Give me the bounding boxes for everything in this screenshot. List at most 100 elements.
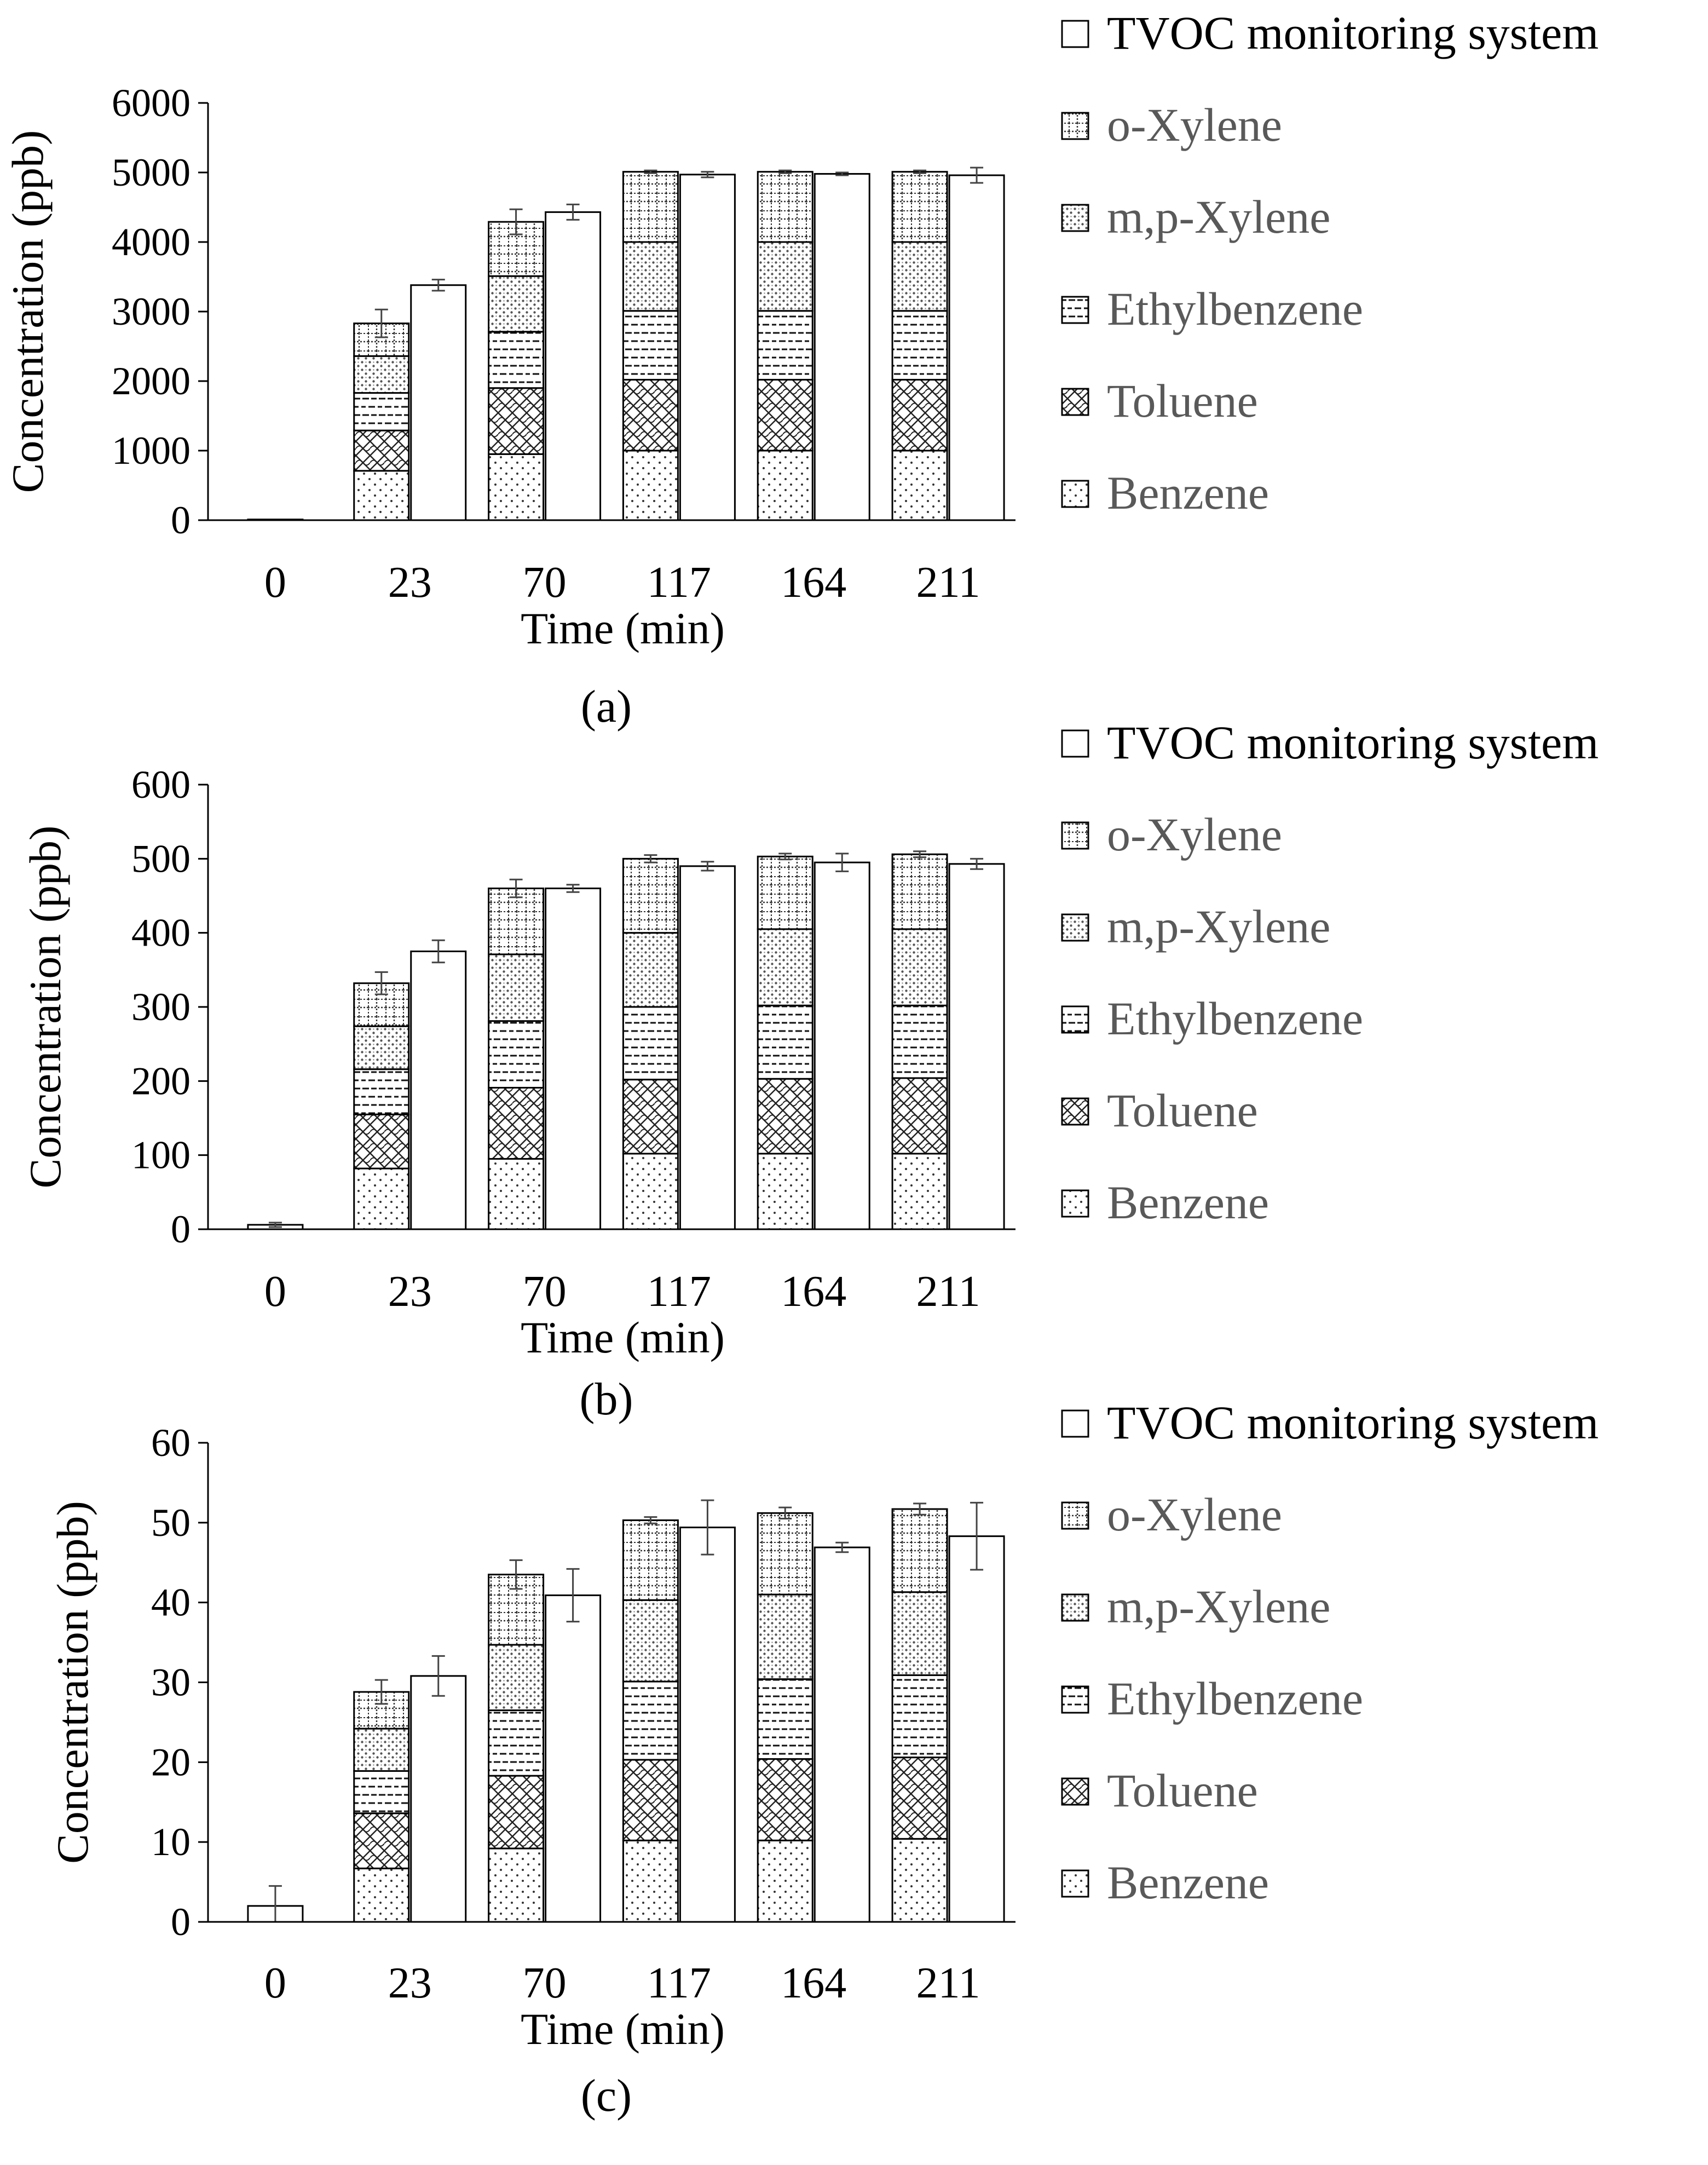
y-tick-label: 200: [131, 1059, 191, 1103]
legend-item-tvoc-monitoring-system: TVOC monitoring system: [1061, 7, 1599, 59]
bar-toluene-117: [622, 1079, 679, 1155]
bar-o-xylene-164: [757, 171, 813, 243]
x-tick-label: 23: [388, 558, 432, 607]
bar-ethylbenzene-211: [891, 1674, 948, 1759]
legend-label: m,p-Xylene: [1107, 900, 1330, 953]
y-tick-label: 5000: [112, 151, 191, 194]
legend-swatch: [1061, 296, 1089, 324]
legend-item-m-p-xylene: m,p-Xylene: [1061, 900, 1330, 953]
bar-tvoc-211: [948, 174, 1005, 521]
bar-ethylbenzene-164: [757, 1004, 813, 1080]
bar-toluene-70: [488, 387, 545, 455]
bar-m-p-xylene-164: [757, 241, 813, 312]
y-tick-label: 600: [131, 763, 191, 807]
bar-o-xylene-211: [891, 1508, 948, 1593]
bar-o-xylene-164: [757, 855, 813, 930]
x-tick-label: 0: [264, 1268, 286, 1316]
legend-item-m-p-xylene: m,p-Xylene: [1061, 191, 1330, 243]
legend-item-toluene: Toluene: [1061, 1084, 1258, 1137]
x-tick-label: 164: [781, 1959, 846, 2007]
legend-swatch: [1061, 1189, 1089, 1218]
bar-toluene-23: [353, 1113, 410, 1170]
bar-tvoc-211: [948, 863, 1005, 1230]
y-axis-title: Concentration (ppb): [48, 1501, 97, 1864]
bar-benzene-164: [757, 450, 813, 521]
legend: TVOC monitoring system o-Xylene m,p-Xylene…: [1061, 1396, 1599, 1909]
chart-panel-3: 0 10 20 30 40 50 60 Concentration (ppb) 0 23 70 117…: [48, 1396, 1599, 2121]
legend-label: o-Xylene: [1107, 808, 1282, 861]
y-tick-label: 2000: [112, 359, 191, 403]
bar-toluene-211: [891, 1077, 948, 1155]
bar-toluene-164: [757, 1758, 813, 1841]
legend-label: Benzene: [1107, 1856, 1269, 1909]
legend-item-toluene: Toluene: [1061, 375, 1258, 427]
chart-panel-2: 0 100 200 300 400 500 600 Concentration (ppb) 0 2…: [20, 716, 1599, 1425]
bar-benzene-211: [891, 450, 948, 521]
panel-label: (a): [581, 681, 632, 732]
legend-swatch: [1061, 480, 1089, 508]
y-tick-label: 30: [151, 1661, 191, 1705]
legend-item-benzene: Benzene: [1061, 1856, 1269, 1909]
bar-o-xylene-117: [622, 1519, 679, 1601]
bar-tvoc-164: [813, 173, 870, 521]
bar-tvoc-23: [410, 951, 467, 1230]
y-axis-title: Concentration (ppb): [3, 130, 53, 493]
x-tick-label: 211: [916, 558, 980, 607]
legend-label: Benzene: [1107, 467, 1269, 519]
legend-item-tvoc-monitoring-system: TVOC monitoring system: [1061, 716, 1599, 769]
bar-ethylbenzene-117: [622, 1006, 679, 1081]
bar-ethylbenzene-70: [488, 1020, 545, 1089]
panel-label: (c): [581, 2070, 632, 2121]
bar-tvoc-70: [545, 1594, 602, 1923]
legend-swatch: [1061, 1097, 1089, 1126]
bar-toluene-23: [353, 1812, 410, 1869]
bar-tvoc-23: [410, 1675, 467, 1923]
legend-swatch: [1061, 729, 1089, 758]
legend-label: TVOC monitoring system: [1107, 7, 1599, 59]
bar-benzene-164: [757, 1839, 813, 1923]
bar-tvoc-164: [813, 861, 870, 1230]
x-tick-label: 117: [647, 1959, 711, 2007]
bar-tvoc-164: [813, 1546, 870, 1923]
bar-o-xylene-211: [891, 171, 948, 243]
x-tick-label: 164: [781, 1268, 846, 1316]
legend-item-tvoc-monitoring-system: TVOC monitoring system: [1061, 1396, 1599, 1449]
legend-item-o-xylene: o-Xylene: [1061, 1488, 1282, 1541]
bar-tvoc-117: [679, 865, 736, 1230]
bar-ethylbenzene-164: [757, 1678, 813, 1760]
y-tick-label: 500: [131, 837, 191, 880]
bar-ethylbenzene-211: [891, 1004, 948, 1079]
bar-tvoc-70: [545, 211, 602, 521]
bar-toluene-164: [757, 1078, 813, 1155]
bar-tvoc-211: [948, 1535, 1005, 1923]
bar-benzene-70: [488, 1847, 545, 1923]
legend-label: TVOC monitoring system: [1107, 1396, 1599, 1449]
y-tick-label: 4000: [112, 220, 191, 264]
bar-tvoc-117: [679, 174, 736, 521]
legend-item-o-xylene: o-Xylene: [1061, 808, 1282, 861]
bar-benzene-117: [622, 450, 679, 521]
x-tick-label: 70: [523, 1268, 567, 1316]
legend-swatch: [1061, 112, 1089, 140]
x-tick-label: 211: [916, 1959, 980, 2007]
legend-label: Toluene: [1107, 375, 1258, 427]
bar-o-xylene-117: [622, 857, 679, 934]
bar-toluene-211: [891, 378, 948, 452]
x-tick-label: 23: [388, 1268, 432, 1316]
x-tick-label: 0: [264, 558, 286, 607]
bar-ethylbenzene-23: [353, 1770, 410, 1815]
bar-tvoc-70: [545, 887, 602, 1230]
bar-o-xylene-164: [757, 1512, 813, 1596]
y-tick-label: 60: [151, 1421, 191, 1465]
legend-item-toluene: Toluene: [1061, 1764, 1258, 1817]
bar-ethylbenzene-23: [353, 1068, 410, 1115]
bar-benzene-70: [488, 453, 545, 521]
y-tick-label: 0: [171, 1207, 191, 1251]
bar-m-p-xylene-117: [622, 1599, 679, 1683]
bar-benzene-211: [891, 1838, 948, 1923]
bar-toluene-211: [891, 1757, 948, 1840]
x-tick-label: 211: [916, 1268, 980, 1316]
x-axis-title: Time (min): [521, 2004, 725, 2054]
legend-swatch: [1061, 1005, 1089, 1034]
bar-m-p-xylene-70: [488, 953, 545, 1022]
